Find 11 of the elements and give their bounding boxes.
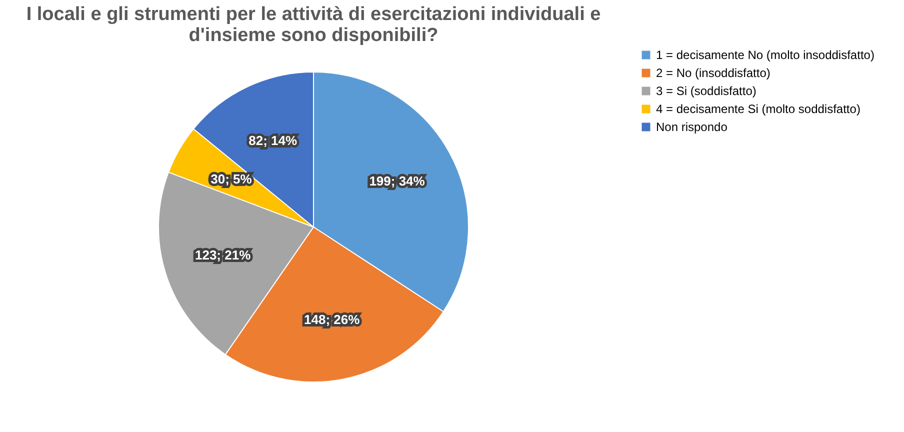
data-label: 30; 5% [210, 172, 252, 186]
data-label: 199; 34% [369, 174, 426, 189]
legend-label: 2 = No (insoddisfatto) [656, 66, 770, 80]
legend-label: 3 = Si (soddisfatto) [656, 84, 756, 98]
legend-label: 1 = decisamente No (molto insoddisfatto) [656, 48, 874, 62]
data-label: 148; 26% [304, 312, 360, 328]
data-label: 82; 14% [248, 133, 298, 148]
data-label: 123; 21% [194, 247, 252, 262]
legend-label: 4 = decisamente Si (molto soddisfatto) [656, 102, 860, 116]
chart-title: I locali e gli strumenti per le attività di esercitazioni individuali e d'insieme sono disponibili? [26, 4, 601, 46]
legend-label: Non rispondo [656, 120, 728, 134]
